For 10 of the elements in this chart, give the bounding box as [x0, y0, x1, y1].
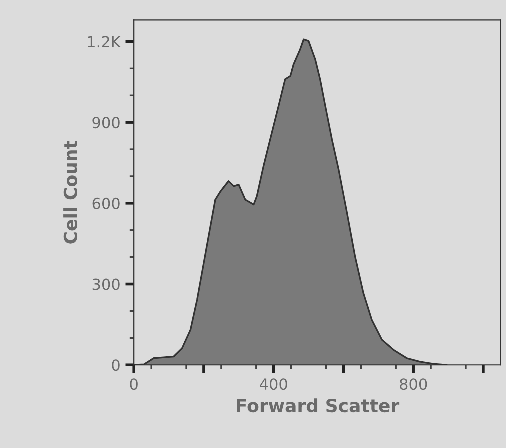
y-tick-label: 300	[92, 278, 120, 290]
x-tick-label: 800	[400, 378, 428, 390]
y-tick-label: 1.2K	[88, 36, 122, 48]
x-tick-label: 0	[130, 378, 138, 390]
x-axis-title: Forward Scatter	[237, 398, 400, 413]
y-axis-title: Cell Count	[64, 140, 78, 244]
y-tick-label: 0	[112, 360, 120, 372]
y-tick-label: 900	[92, 117, 120, 129]
x-tick-label: 400	[260, 378, 288, 390]
y-tick-label: 600	[92, 198, 120, 210]
